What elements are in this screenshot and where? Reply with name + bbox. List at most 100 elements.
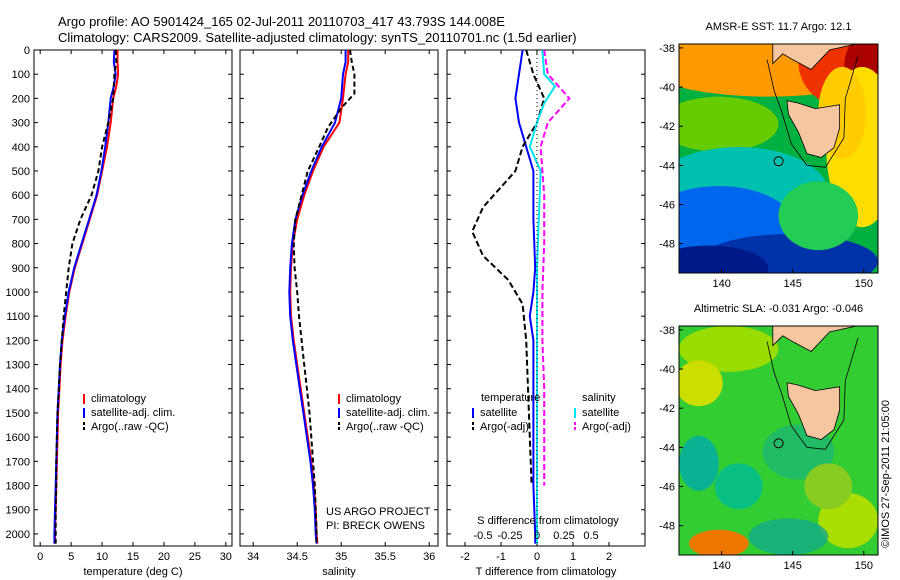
legend-label: climatology: [91, 393, 147, 405]
series-line: [288, 50, 347, 544]
sst-map-panel: AMSR-E SST: 11.7 Argo: 12.1 -38 -40 -42 -44 -…: [659, 21, 879, 290]
series-line: [54, 49, 118, 544]
x-tick-label: 150: [855, 278, 873, 290]
map-anomaly: [748, 518, 829, 555]
project-annotation: PI: BRECK OWENS: [326, 520, 425, 532]
map-title: AMSR-E SST: 11.7 Argo: 12.1: [706, 21, 852, 33]
y-tick-label: 1500: [6, 408, 30, 420]
map-anomaly: [688, 529, 749, 555]
map-frame: [678, 43, 879, 274]
x-tick-label: 10: [96, 551, 108, 563]
shelf-contour: [766, 55, 859, 168]
x-tick-label: 2: [606, 551, 612, 563]
series-line: [539, 49, 571, 486]
y-tick-label: 1900: [6, 505, 30, 517]
map-anomaly: [679, 435, 719, 491]
x-tick-label: 15: [127, 551, 139, 563]
map-anomaly: [679, 326, 779, 372]
x-axis-label: T difference from climatology: [476, 566, 617, 578]
map-anomaly: [778, 181, 859, 251]
y-tick-label: 1600: [6, 432, 30, 444]
argo-location-marker: [773, 438, 784, 449]
plot-frame: [446, 49, 646, 547]
y-tick-label: 1000: [6, 287, 30, 299]
legend-label: satellite-adj. clim.: [346, 407, 430, 419]
x-tick-label: 25: [189, 551, 201, 563]
x-tick-label: 36: [423, 551, 435, 563]
y-tick-label: -40: [659, 82, 675, 94]
x-axis-label: salinity: [322, 566, 356, 578]
y-tick-label: 1400: [6, 384, 30, 396]
map-anomaly: [679, 96, 779, 152]
legend-label: satellite: [480, 407, 517, 419]
map-field: [679, 326, 878, 555]
s-tick-label: -0.5: [474, 530, 493, 542]
profile-title: Argo profile: AO 5901424_165 02-Jul-2011…: [58, 14, 505, 29]
legend-label: Argo(..raw -QC): [346, 421, 424, 433]
y-tick-label: -46: [659, 199, 675, 211]
x-tick-label: 145: [784, 560, 802, 572]
mainland-land: [772, 326, 857, 352]
tasmania-land: [786, 382, 841, 440]
legend-label: Argo(-adj): [582, 421, 631, 433]
y-tick-label: 800: [12, 239, 30, 251]
legend-label: satellite-adj. clim.: [91, 407, 175, 419]
legend-label: Argo(-adj): [480, 421, 529, 433]
x-tick-label: -1: [496, 551, 506, 563]
y-tick-label: -38: [659, 43, 675, 55]
y-tick-label: -38: [659, 325, 675, 337]
y-tick-label: 400: [12, 142, 30, 154]
y-tick-label: 1300: [6, 360, 30, 372]
y-tick-label: 900: [12, 263, 30, 275]
y-tick-label: -48: [659, 239, 675, 251]
map-anomaly: [714, 463, 763, 510]
s-tick-label: 0.5: [583, 530, 598, 542]
sla-map-panel: Altimetric SLA: -0.031 Argo: -0.046 -38 -4…: [659, 303, 879, 572]
x-tick-label: 140: [712, 278, 730, 290]
y-tick-label: 300: [12, 118, 30, 130]
temperature-panel: 0100200300400500600700800900100011001200…: [6, 45, 233, 578]
plot-frame: [33, 49, 233, 547]
y-tick-label: -48: [659, 521, 675, 533]
y-tick-label: 500: [12, 166, 30, 178]
x-tick-label: 1: [570, 551, 576, 563]
map-field: [679, 44, 878, 273]
s-tick-label: 0.25: [553, 530, 574, 542]
x-tick-label: 20: [158, 551, 170, 563]
legend-label: climatology: [346, 393, 402, 405]
y-tick-label: 700: [12, 214, 30, 226]
series-line: [53, 49, 117, 544]
y-tick-label: -40: [659, 364, 675, 376]
plot-frame: [239, 49, 439, 547]
y-tick-label: -42: [659, 121, 675, 133]
climatology-subtitle: Climatology: CARS2009. Satellite-adjuste…: [58, 30, 577, 45]
series-line: [514, 49, 537, 544]
series-line: [292, 49, 356, 544]
map-title: Altimetric SLA: -0.031 Argo: -0.046: [694, 303, 863, 315]
project-annotation: US ARGO PROJECT: [326, 506, 431, 518]
tasmania-land: [786, 100, 841, 158]
x-tick-label: 5: [68, 551, 74, 563]
y-tick-label: -44: [659, 160, 675, 172]
s-tick-label: -0.25: [497, 530, 522, 542]
salinity-panel: 34 34.5 35 35.5 36 salinity climatology satelli…: [239, 49, 439, 578]
x-tick-label: -2: [460, 551, 470, 563]
legend-title-temperature: temperature: [481, 392, 540, 404]
map-anomaly: [679, 245, 769, 273]
map-anomaly: [679, 360, 723, 407]
shelf-contour: [766, 337, 859, 450]
x-tick-label: 34.5: [286, 551, 307, 563]
map-frame: [678, 325, 879, 556]
x-tick-label: 145: [784, 278, 802, 290]
y-tick-label: 1200: [6, 335, 30, 347]
y-tick-label: -42: [659, 403, 675, 415]
argo-location-marker: [773, 156, 784, 167]
y-tick-label: 1100: [6, 311, 30, 323]
y-tick-label: 1700: [6, 456, 30, 468]
series-line: [528, 49, 557, 544]
y-tick-label: 100: [12, 69, 30, 81]
imos-credit: ©IMOS 27-Sep-2011 21:05:00: [880, 400, 892, 548]
x-tick-label: 30: [220, 551, 232, 563]
y-tick-label: 2000: [6, 529, 30, 541]
